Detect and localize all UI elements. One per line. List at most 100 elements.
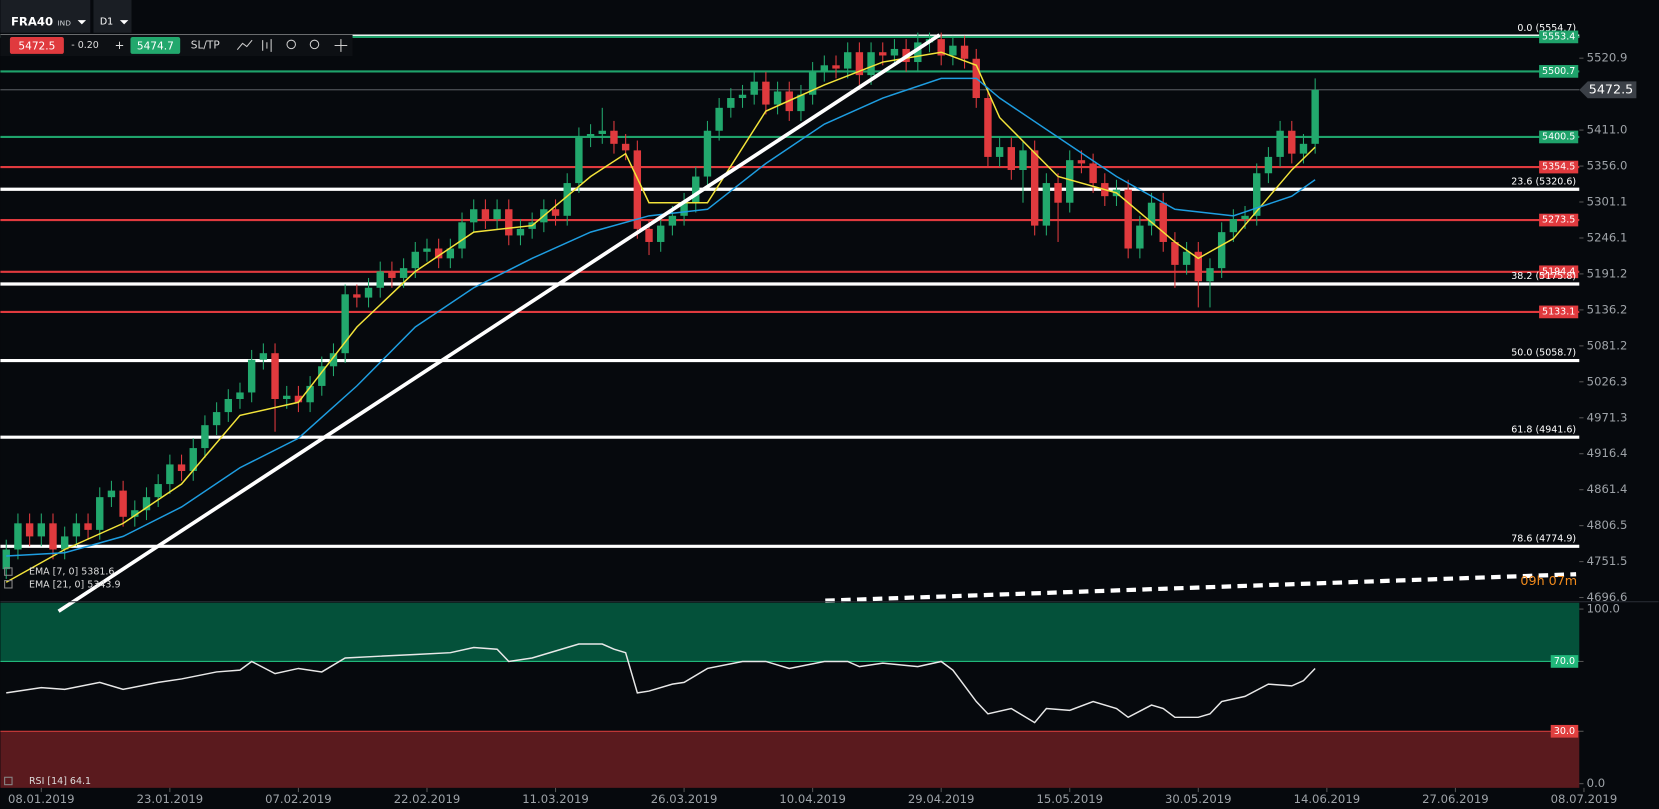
candle-body <box>551 209 560 216</box>
candle-body <box>446 248 455 259</box>
candle-body <box>832 65 840 69</box>
candle-body <box>703 130 712 177</box>
candle-body <box>49 523 57 550</box>
candle-body <box>25 523 34 537</box>
candle-body <box>212 412 221 426</box>
candle-body <box>1311 89 1319 144</box>
fib-label: 78.6 (4774.9) <box>1511 533 1576 544</box>
dropdown-arrow <box>119 20 129 25</box>
candle-body <box>481 209 490 220</box>
candle-body <box>1217 232 1226 269</box>
candle-body <box>516 228 525 236</box>
price-panel <box>0 32 1580 583</box>
candle-body <box>1019 150 1027 170</box>
candle-body <box>458 222 466 249</box>
x-tick-label: 14.06.2019 <box>1294 792 1361 806</box>
x-tick-label: 23.01.2019 <box>137 792 204 806</box>
level-tag <box>1539 160 1579 174</box>
candle-body <box>411 251 419 269</box>
candle-body <box>329 353 338 367</box>
candle-body <box>1077 160 1086 164</box>
candle-body <box>294 395 303 403</box>
y-tick-label: 70.0 <box>1554 656 1575 667</box>
level-tag <box>1539 305 1579 319</box>
x-tick-label: 08.01.2019 <box>8 792 75 806</box>
rsi-panel <box>0 602 1580 788</box>
last-price-tag <box>1579 81 1637 99</box>
sell-button[interactable] <box>9 37 64 54</box>
candle-body <box>505 209 513 236</box>
candle-body <box>820 65 829 72</box>
legend-entry: EMA [21, 0] 5343.9 <box>29 579 121 590</box>
rsi-zone <box>0 602 1580 662</box>
candle-body <box>201 425 209 449</box>
candle-body <box>1124 189 1132 249</box>
candle-body <box>808 71 817 95</box>
y-tick-label: 5081.2 <box>1587 338 1628 352</box>
candle-body <box>2 549 10 570</box>
candle-body <box>353 294 361 298</box>
timeframe-box[interactable] <box>93 0 132 33</box>
zoom-out-icon[interactable] <box>286 39 296 50</box>
plus-button[interactable]: + <box>115 38 125 52</box>
x-tick-label: 22.02.2019 <box>394 792 461 806</box>
level-tag <box>1539 265 1579 279</box>
symbol-box[interactable] <box>0 0 91 33</box>
candle-body <box>271 353 279 400</box>
legend-entry: EMA [7, 0] 5381.6 <box>29 567 115 578</box>
candle-body <box>376 271 384 288</box>
fib-label: 0.0 (5554.7) <box>1517 23 1576 34</box>
change: - 0.20 <box>71 40 99 51</box>
candle-body <box>84 523 92 530</box>
dropdown-arrow <box>77 20 87 25</box>
candle-body <box>984 98 992 157</box>
candle-body <box>563 183 571 216</box>
y-tick-label: 4696.6 <box>1587 590 1628 604</box>
candle-body <box>1159 202 1167 242</box>
candle-body <box>621 143 630 151</box>
bid-price: 5472.5 <box>18 41 55 53</box>
chart-type-icon[interactable] <box>236 39 253 51</box>
candle-body <box>72 523 81 537</box>
candle-body <box>259 353 268 360</box>
candle-body <box>1276 130 1284 157</box>
sl-tp-button[interactable]: SL/TP <box>191 39 221 51</box>
candle-body <box>154 484 162 498</box>
candle-body <box>142 497 151 511</box>
legend-icon <box>4 776 13 786</box>
x-tick-label: 11.03.2019 <box>522 792 589 806</box>
candle-body <box>797 94 805 112</box>
candle-body <box>949 45 957 56</box>
candle-body <box>750 81 758 95</box>
y-tick-label: 4806.5 <box>1587 518 1628 532</box>
last-price-label: 5472.5 <box>1589 81 1633 96</box>
candle-body <box>423 248 431 252</box>
candle-body <box>1147 202 1156 226</box>
pan-icon[interactable] <box>334 39 348 52</box>
candle-body <box>166 464 174 485</box>
candle-body <box>434 248 443 259</box>
y-tick-label: 5520.9 <box>1587 51 1628 65</box>
candle-body <box>773 91 782 105</box>
indicator-icon[interactable] <box>262 39 272 52</box>
candle-body <box>633 150 642 229</box>
candle-body <box>879 52 887 56</box>
x-tick-label: 07.02.2019 <box>265 792 332 806</box>
x-tick-label: 08.07.2019 <box>1551 792 1618 806</box>
indicator-line <box>6 77 1316 557</box>
candle-body <box>37 523 46 537</box>
buy-button[interactable] <box>130 37 181 54</box>
x-tick-label: 27.06.2019 <box>1422 792 1489 806</box>
legend-icon <box>4 567 13 576</box>
candle-body <box>189 448 197 471</box>
zoom-in-icon[interactable] <box>309 39 320 50</box>
fib-label: 61.8 (4941.6) <box>1511 424 1576 435</box>
candle-body <box>738 94 747 99</box>
trend-line-dashed <box>825 572 1577 603</box>
candle-body <box>107 490 116 498</box>
rsi-zone <box>0 731 1580 788</box>
y-tick-label: 4861.4 <box>1587 482 1628 496</box>
candle-body <box>762 81 770 105</box>
timeframe: D1 <box>100 17 113 28</box>
candle-body <box>341 294 349 354</box>
